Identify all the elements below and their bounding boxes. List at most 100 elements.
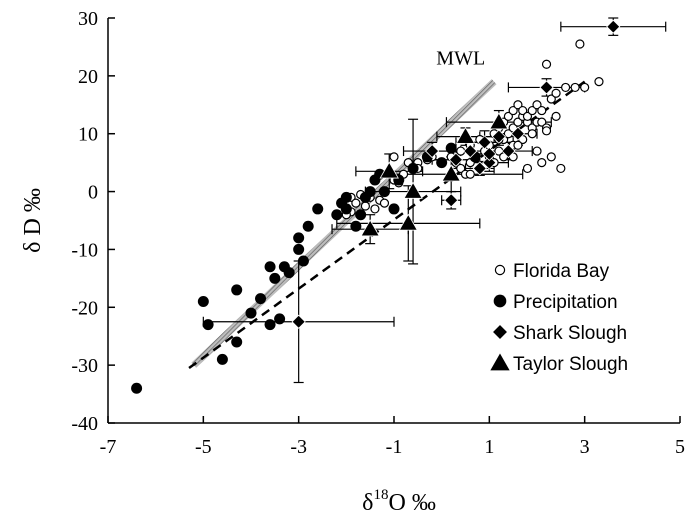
shark-slough-point <box>501 144 516 159</box>
shark-slough-point <box>448 152 464 167</box>
florida-bay-point <box>527 105 537 116</box>
florida-bay-point <box>456 163 466 174</box>
precipitation-point <box>269 272 281 284</box>
precipitation-point <box>355 209 367 221</box>
shark-slough-point <box>425 144 440 159</box>
precipitation-point <box>131 382 143 394</box>
florida-bay-point <box>527 129 537 139</box>
shark-slough-point <box>472 161 487 176</box>
taylor-slough-point <box>360 219 380 237</box>
taylor-slough-point <box>455 126 476 144</box>
y-tick-label: 20 <box>78 66 98 88</box>
x-axis-title-rest: O ‰ <box>388 490 435 516</box>
x-tick-label: -1 <box>386 436 403 458</box>
precipitation-point <box>364 186 376 198</box>
florida-bay-point <box>522 163 533 174</box>
x-tick-label: 5 <box>675 436 685 458</box>
legend-label-precipitation: Precipitation <box>513 292 618 313</box>
florida-bay-point <box>532 146 542 156</box>
precipitation-point <box>378 186 390 198</box>
shark-slough-point <box>444 193 459 208</box>
y-tick-label: -40 <box>71 413 98 435</box>
y-tick-label: -20 <box>71 297 98 319</box>
florida-bay-point <box>594 77 604 87</box>
legend-label-shark-slough: Shark Slough <box>513 323 627 344</box>
legend-marker-taylor-slough <box>488 351 512 372</box>
x-axis-title: δ18O ‰ <box>362 487 436 516</box>
precipitation-point <box>436 157 448 169</box>
y-axis-title: δ D ‰ <box>20 188 46 253</box>
x-tick-label: -7 <box>100 436 117 458</box>
y-tick-label: -10 <box>71 239 98 261</box>
precipitation-point <box>407 162 419 174</box>
precipitation-point <box>312 203 324 215</box>
legend-marker-precipitation <box>493 294 507 308</box>
precipitation-point <box>202 319 214 331</box>
precipitation-point <box>340 203 352 215</box>
x-tick-label: -5 <box>195 436 212 458</box>
florida-bay-point <box>575 39 585 49</box>
florida-bay-point <box>532 100 542 110</box>
precipitation-point <box>255 293 267 305</box>
shark-slough-point <box>463 144 478 159</box>
shark-slough-point <box>510 126 525 141</box>
florida-bay-point <box>513 140 523 150</box>
precipitation-point <box>293 243 305 255</box>
florida-bay-point <box>537 158 547 168</box>
precipitation-point <box>197 296 209 307</box>
florida-bay-point <box>570 82 580 93</box>
precipitation-point <box>340 191 352 203</box>
x-tick-label: 3 <box>580 436 590 458</box>
precipitation-point <box>274 313 286 325</box>
florida-bay-point <box>541 126 552 136</box>
precipitation-point <box>283 267 295 279</box>
y-tick-label: -30 <box>71 355 98 377</box>
y-tick-label: 10 <box>78 124 98 146</box>
florida-bay-point <box>522 111 533 121</box>
shark-slough-point <box>606 19 621 34</box>
taylor-slough-point <box>379 161 399 179</box>
precipitation-point <box>231 284 243 296</box>
florida-bay-point <box>546 94 556 104</box>
florida-bay-point <box>513 117 523 127</box>
florida-bay-point <box>551 88 561 98</box>
precipitation-point <box>264 261 276 273</box>
precipitation-point <box>231 336 243 348</box>
shark-slough-point <box>482 146 497 162</box>
precipitation-point <box>216 353 228 365</box>
shark-slough-point <box>477 135 492 150</box>
legend-label-taylor-slough: Taylor Slough <box>513 354 628 375</box>
florida-bay-point <box>546 152 556 162</box>
florida-bay-point <box>503 111 513 121</box>
florida-bay-point <box>508 105 518 116</box>
florida-bay-point <box>351 198 361 208</box>
taylor-slough-point <box>403 181 423 199</box>
shark-slough-point <box>539 80 554 95</box>
florida-bay-point <box>518 105 528 116</box>
precipitation-point <box>293 232 305 244</box>
taylor-slough-point <box>489 112 509 130</box>
mwl-annotation: MWL <box>436 47 485 69</box>
precipitation-point <box>445 142 457 154</box>
florida-bay-point <box>379 198 390 208</box>
florida-bay-point <box>360 201 370 211</box>
florida-bay-point <box>537 117 547 127</box>
x-axis-title-delta: δ <box>362 490 373 516</box>
shark-slough-point <box>482 155 497 170</box>
florida-bay-point <box>513 100 523 110</box>
legend-label-florida-bay: Florida Bay <box>513 261 610 282</box>
taylor-slough-point <box>398 213 418 231</box>
y-tick-label: 0 <box>88 182 98 204</box>
x-axis-title-superscript: 18 <box>373 487 388 503</box>
florida-bay-point <box>580 82 590 93</box>
florida-bay-point <box>370 204 380 214</box>
florida-bay-point <box>537 105 547 116</box>
precipitation-point <box>302 220 314 232</box>
y-tick-label: 30 <box>78 8 98 30</box>
shark-slough-point <box>291 314 306 329</box>
legend-marker-shark-slough <box>491 323 509 341</box>
florida-bay-point <box>560 82 571 93</box>
shark-slough-point <box>491 129 506 144</box>
